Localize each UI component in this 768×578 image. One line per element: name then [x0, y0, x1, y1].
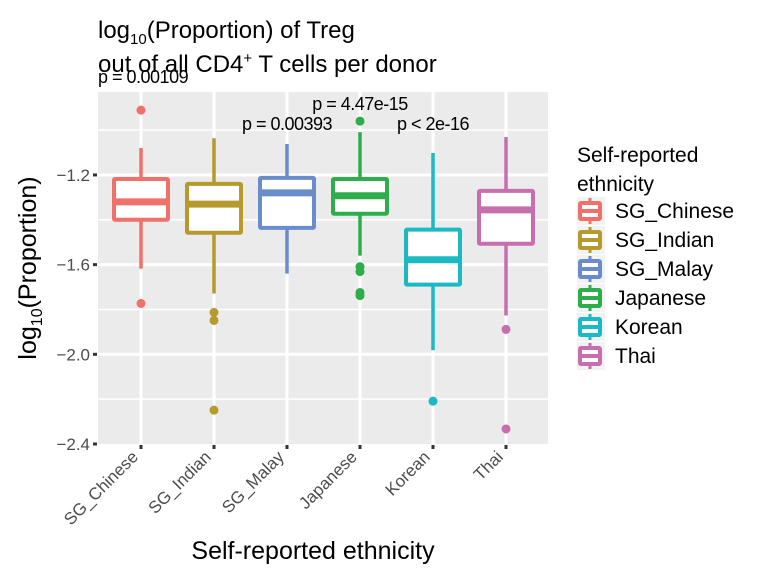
y-axis-title: log10(Proportion): [14, 176, 46, 359]
box-iqr: [185, 181, 243, 235]
box-korean: [404, 152, 462, 406]
legend-label: SG_Malay: [615, 258, 714, 281]
p-value-label: p < 2e-16: [397, 114, 470, 134]
legend-item: Thai: [577, 342, 656, 370]
box-japanese: [331, 116, 389, 301]
y-axis: −1.2 −1.6 −2.0 −2.4: [56, 166, 97, 454]
x-tick-label: Thai: [470, 447, 507, 484]
x-tick-label: Japanese: [295, 447, 361, 513]
plot-panel: [98, 92, 548, 444]
boxes: [112, 105, 535, 434]
legend: Self-reported ethnicity SG_Chinese SG_Ind…: [577, 144, 734, 370]
p-value-label: p = 4.47e-15: [312, 94, 408, 114]
legend-label: Thai: [615, 345, 656, 368]
x-tick-label: SG_Malay: [218, 447, 288, 517]
box-sg-chinese: [112, 105, 170, 308]
outlier-point: [355, 291, 365, 301]
outlier-point: [428, 396, 438, 406]
legend-item: SG_Malay: [577, 255, 714, 283]
outlier-point: [136, 105, 146, 115]
box-iqr: [477, 188, 535, 246]
x-tick-label: SG_Indian: [145, 447, 215, 517]
legend-item: SG_Indian: [577, 226, 714, 254]
legend-item: Korean: [577, 313, 683, 341]
x-axis: SG_Chinese SG_Indian SG_Malay Japanese Korea…: [60, 445, 508, 529]
outlier-point: [355, 116, 365, 126]
y-tick-label: −1.6: [56, 256, 90, 275]
legend-title-line2: ethnicity: [577, 173, 655, 196]
outlier-point: [501, 324, 511, 334]
outlier-point: [501, 424, 511, 434]
box-iqr: [258, 175, 316, 230]
legend-label: Japanese: [615, 287, 706, 310]
outlier-point: [136, 298, 146, 308]
outlier-point: [209, 307, 219, 317]
p-value-label: p = 0.00393: [242, 114, 333, 134]
chart-title-line2: out of all CD4+ T cells per donor: [98, 50, 437, 78]
legend-item: SG_Chinese: [577, 197, 734, 225]
outlier-point: [355, 267, 365, 277]
legend-label: Korean: [615, 316, 683, 339]
legend-title-line1: Self-reported: [577, 144, 698, 167]
box-sg-malay: [258, 144, 316, 274]
outlier-point: [209, 405, 219, 415]
chart-title-line1: log10(Proportion) of Treg: [98, 17, 355, 48]
box-sg-indian: [185, 138, 243, 415]
x-axis-title: Self-reported ethnicity: [191, 537, 435, 565]
legend-item: Japanese: [577, 284, 706, 312]
x-tick-label: SG_Chinese: [60, 447, 142, 529]
outlier-point: [209, 315, 219, 325]
legend-label: SG_Indian: [615, 229, 714, 252]
y-tick-label: −2.0: [56, 345, 90, 364]
x-tick-label: Korean: [382, 447, 434, 499]
legend-label: SG_Chinese: [615, 200, 734, 223]
p-value-label: p = 0.00109: [98, 67, 189, 87]
y-tick-label: −1.2: [56, 166, 90, 185]
box-thai: [477, 137, 535, 434]
y-tick-label: −2.4: [56, 435, 90, 454]
